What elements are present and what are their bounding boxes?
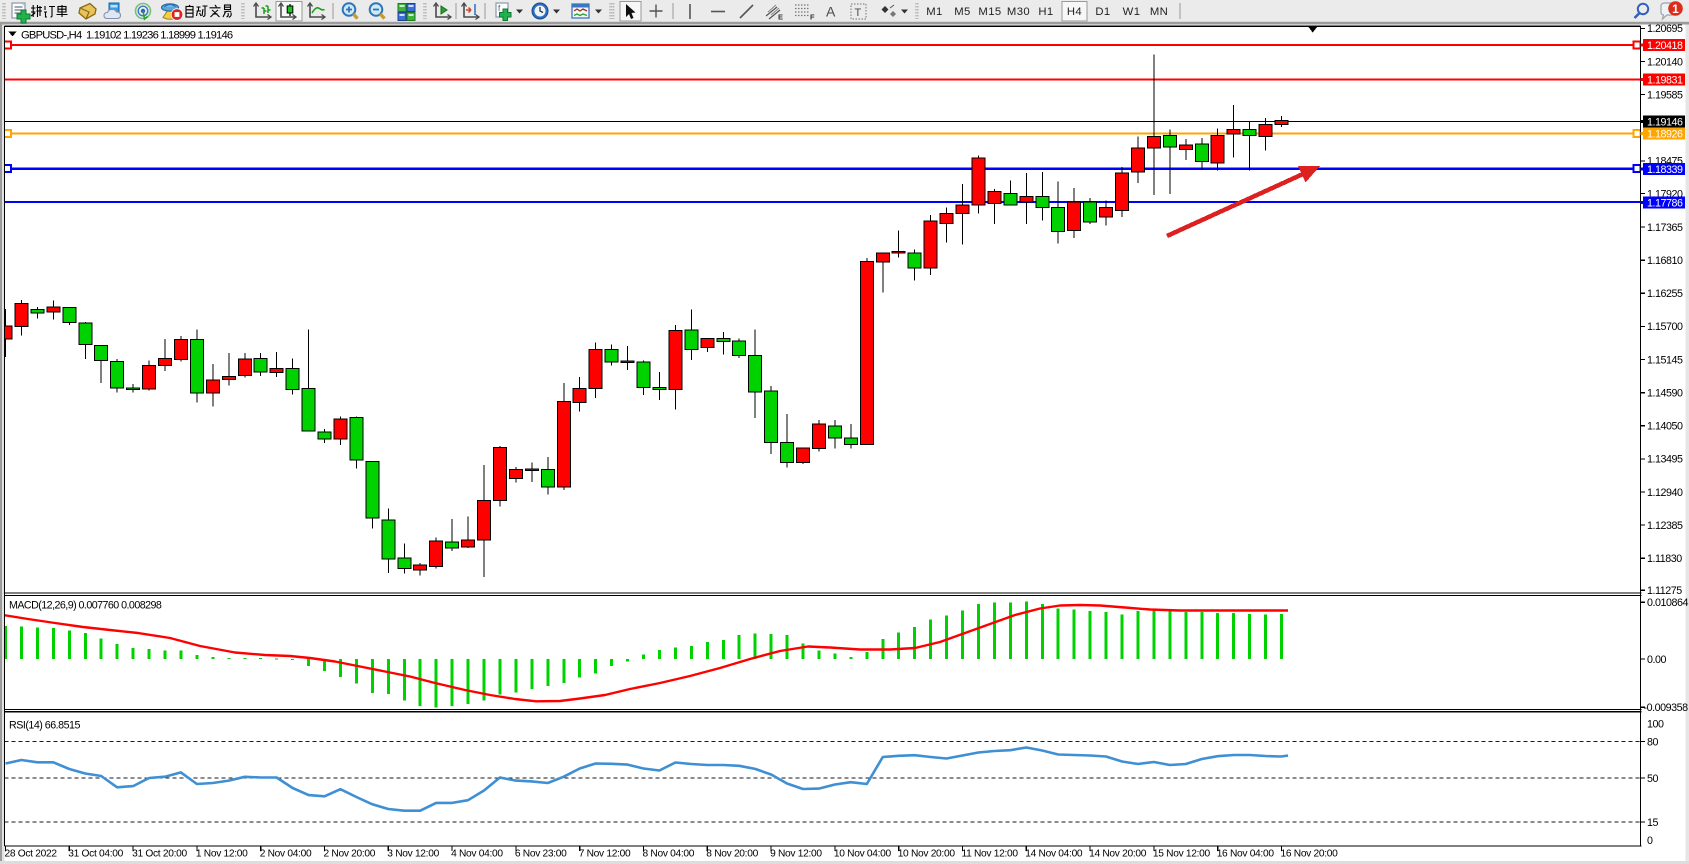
svg-text:M15: M15 (978, 6, 1001, 18)
svg-text:A: A (826, 4, 836, 20)
svg-text:-0.009358: -0.009358 (1644, 702, 1689, 714)
svg-text:M1: M1 (926, 6, 943, 18)
svg-text:W1: W1 (1123, 6, 1141, 18)
svg-text:3 Nov 12:00: 3 Nov 12:00 (387, 849, 439, 860)
svg-text:1.19585: 1.19585 (1647, 89, 1683, 101)
svg-text:6 Nov 23:00: 6 Nov 23:00 (515, 849, 567, 860)
svg-text:1.20140: 1.20140 (1647, 56, 1683, 68)
svg-text:M5: M5 (954, 6, 971, 18)
svg-text:0.010864: 0.010864 (1647, 597, 1688, 609)
svg-text:28 Oct 2022: 28 Oct 2022 (5, 849, 58, 860)
svg-text:11 Nov 12:00: 11 Nov 12:00 (962, 849, 1019, 860)
svg-text:E: E (778, 13, 783, 22)
svg-text:1.19146: 1.19146 (1647, 116, 1683, 128)
svg-text:f: f (498, 4, 501, 13)
svg-text:F: F (810, 13, 815, 22)
svg-text:M30: M30 (1007, 6, 1030, 18)
svg-text:1.15700: 1.15700 (1647, 321, 1683, 333)
svg-text:10 Nov 04:00: 10 Nov 04:00 (834, 849, 892, 860)
svg-text:1 Nov 12:00: 1 Nov 12:00 (196, 849, 248, 860)
svg-text:4 Nov 04:00: 4 Nov 04:00 (451, 849, 503, 860)
svg-text:16 Nov 04:00: 16 Nov 04:00 (1217, 849, 1275, 860)
svg-text:1.16255: 1.16255 (1647, 288, 1683, 300)
svg-text:15: 15 (1647, 817, 1658, 829)
svg-text:31 Oct 20:00: 31 Oct 20:00 (132, 849, 187, 860)
svg-text:16 Nov 20:00: 16 Nov 20:00 (1281, 849, 1339, 860)
svg-text:1.16810: 1.16810 (1647, 255, 1683, 267)
svg-text:1.20695: 1.20695 (1647, 23, 1683, 35)
svg-text:1.12940: 1.12940 (1647, 487, 1683, 499)
svg-text:T: T (855, 7, 862, 19)
svg-text:1.11275: 1.11275 (1647, 585, 1682, 597)
svg-text:9 Nov 12:00: 9 Nov 12:00 (770, 849, 822, 860)
svg-text:31 Oct 04:00: 31 Oct 04:00 (68, 849, 123, 860)
svg-text:1: 1 (1672, 2, 1679, 16)
svg-text:7 Nov 12:00: 7 Nov 12:00 (579, 849, 631, 860)
svg-text:MN: MN (1150, 6, 1168, 18)
svg-text:1.11830: 1.11830 (1647, 553, 1682, 565)
svg-text:1.17786: 1.17786 (1647, 197, 1683, 209)
svg-text:10 Nov 20:00: 10 Nov 20:00 (898, 849, 956, 860)
svg-text:1.17365: 1.17365 (1647, 222, 1683, 234)
svg-text:8 Nov 20:00: 8 Nov 20:00 (706, 849, 758, 860)
svg-text:D1: D1 (1095, 6, 1110, 18)
svg-text:0: 0 (1647, 835, 1653, 847)
svg-text:GBPUSD-,H4 1.19102 1.19236 1.: GBPUSD-,H4 1.19102 1.19236 1.18999 1.191… (21, 29, 233, 41)
svg-text:14 Nov 20:00: 14 Nov 20:00 (1089, 849, 1147, 860)
svg-text:H4: H4 (1067, 6, 1082, 18)
svg-text:1.12385: 1.12385 (1647, 520, 1683, 532)
svg-text:100: 100 (1647, 718, 1664, 730)
svg-text:RSI(14) 66.8515: RSI(14) 66.8515 (9, 719, 80, 731)
svg-text:1.19831: 1.19831 (1647, 74, 1683, 86)
svg-text:1.14050: 1.14050 (1647, 421, 1683, 433)
svg-text:0.00: 0.00 (1647, 654, 1667, 666)
svg-text:1.18926: 1.18926 (1647, 128, 1683, 140)
svg-text:50: 50 (1647, 773, 1658, 785)
svg-text:2 Nov 20:00: 2 Nov 20:00 (324, 849, 376, 860)
svg-text:14 Nov 04:00: 14 Nov 04:00 (1025, 849, 1083, 860)
svg-text:1.20418: 1.20418 (1647, 40, 1683, 52)
svg-text:80: 80 (1647, 736, 1658, 748)
svg-text:8 Nov 04:00: 8 Nov 04:00 (643, 849, 695, 860)
svg-text:1.14590: 1.14590 (1647, 388, 1683, 400)
svg-text:1.15145: 1.15145 (1647, 354, 1683, 366)
svg-text:1.18339: 1.18339 (1647, 164, 1683, 176)
svg-text:H1: H1 (1038, 6, 1053, 18)
svg-text:2 Nov 04:00: 2 Nov 04:00 (260, 849, 312, 860)
svg-text:1.13495: 1.13495 (1647, 454, 1683, 466)
svg-text:15 Nov 12:00: 15 Nov 12:00 (1153, 849, 1211, 860)
svg-text:MACD(12,26,9) 0.007760 0.00829: MACD(12,26,9) 0.007760 0.008298 (9, 599, 162, 611)
